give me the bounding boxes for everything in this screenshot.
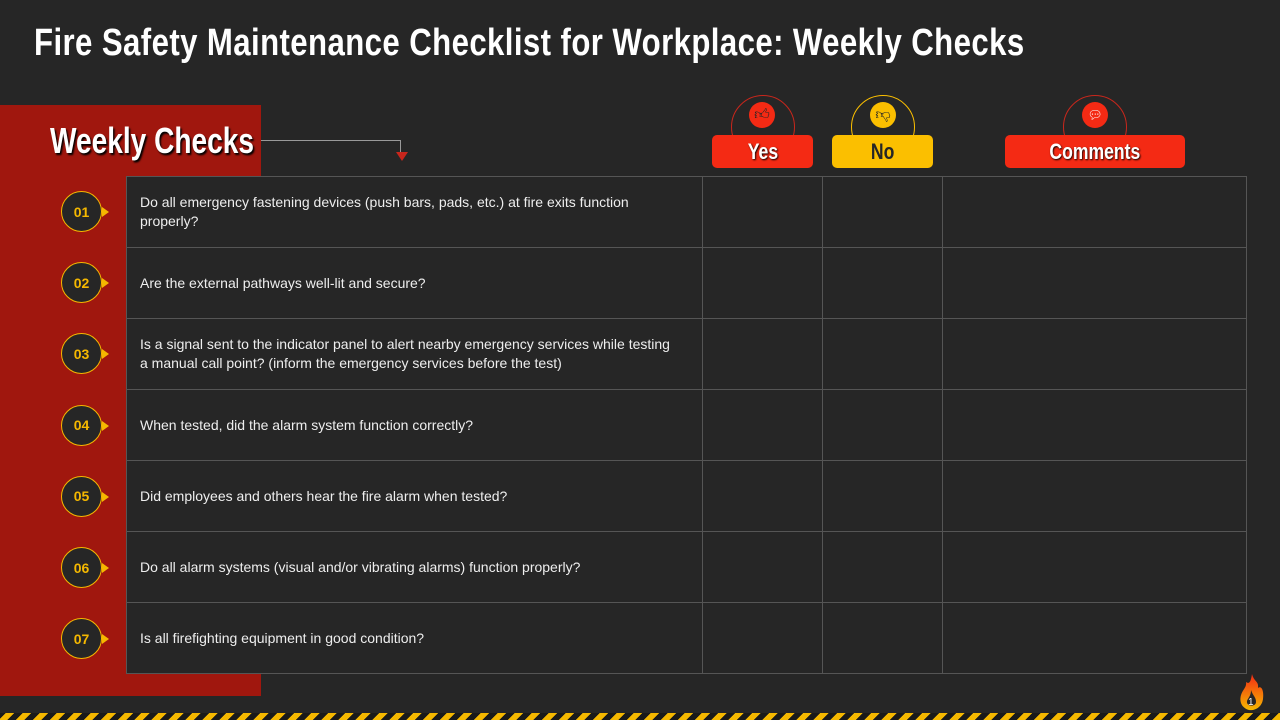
checklist-row: Do all alarm systems (visual and/or vibr… (126, 531, 1247, 603)
comments-cell[interactable] (942, 176, 1247, 248)
item-number-badge: 05 (61, 475, 109, 517)
no-cell[interactable] (822, 247, 943, 319)
no-cell[interactable] (822, 460, 943, 532)
page-title: Fire Safety Maintenance Checklist for Wo… (34, 22, 1025, 64)
question-cell: Is a signal sent to the indicator panel … (126, 318, 703, 390)
comments-cell[interactable] (942, 531, 1247, 603)
item-number-badge: 07 (61, 618, 109, 660)
comments-cell[interactable] (942, 318, 1247, 390)
no-cell[interactable] (822, 389, 943, 461)
comments-cell[interactable] (942, 389, 1247, 461)
question-cell: Do all alarm systems (visual and/or vibr… (126, 531, 703, 603)
comments-label: Comments (1049, 138, 1141, 164)
comments-cell[interactable] (942, 460, 1247, 532)
checklist-table: Do all emergency fastening devices (push… (126, 176, 1247, 674)
no-cell[interactable] (822, 318, 943, 390)
item-number-badge: 01 (61, 191, 109, 232)
no-cell[interactable] (822, 531, 943, 603)
yes-cell[interactable] (702, 389, 823, 461)
question-cell: Do all emergency fastening devices (push… (126, 176, 703, 248)
arrow-down-icon (396, 152, 408, 161)
checklist-row: Is a signal sent to the indicator panel … (126, 318, 1247, 390)
checklist-row: When tested, did the alarm system functi… (126, 389, 1247, 461)
item-number-badge: 03 (61, 333, 109, 375)
yes-cell[interactable] (702, 460, 823, 532)
checklist-row: Do all emergency fastening devices (push… (126, 176, 1247, 248)
section-label: Weekly Checks (50, 120, 254, 161)
yes-cell[interactable] (702, 176, 823, 248)
comments-cell[interactable] (942, 602, 1247, 674)
item-number-badge: 02 (61, 262, 109, 304)
page-number: 1 (1248, 697, 1254, 708)
question-text: Is a signal sent to the indicator panel … (140, 336, 670, 371)
checklist-row: Did employees and others hear the fire a… (126, 460, 1247, 532)
question-cell: Are the external pathways well-lit and s… (126, 247, 703, 319)
yes-cell[interactable] (702, 531, 823, 603)
question-text: Do all emergency fastening devices (push… (140, 194, 629, 229)
checklist-row: Are the external pathways well-lit and s… (126, 247, 1247, 319)
yes-cell[interactable] (702, 247, 823, 319)
yes-label: Yes (747, 138, 778, 164)
question-cell: Is all firefighting equipment in good co… (126, 602, 703, 674)
question-text: Do all alarm systems (visual and/or vibr… (140, 558, 581, 575)
checklist-row: Is all firefighting equipment in good co… (126, 602, 1247, 674)
no-cell[interactable] (822, 602, 943, 674)
yes-column-header: Yes (712, 135, 813, 168)
question-text: Did employees and others hear the fire a… (140, 487, 508, 504)
flame-icon (1240, 674, 1264, 711)
item-number-badge: 04 (61, 404, 109, 446)
question-cell: When tested, did the alarm system functi… (126, 389, 703, 461)
comments-column-header: Comments (1005, 135, 1185, 168)
question-text: Are the external pathways well-lit and s… (140, 274, 426, 291)
no-cell[interactable] (822, 176, 943, 248)
comments-cell[interactable] (942, 247, 1247, 319)
no-label: No (870, 138, 895, 164)
hazard-stripe (0, 713, 1280, 720)
no-column-header: No (832, 135, 933, 168)
thumbs-down-icon: 👎︎ (870, 102, 896, 128)
chat-bubble-icon: 💬︎ (1082, 102, 1108, 128)
item-number-badge: 06 (61, 547, 109, 588)
connector-line (261, 140, 401, 152)
question-cell: Did employees and others hear the fire a… (126, 460, 703, 532)
question-text: When tested, did the alarm system functi… (140, 416, 474, 433)
thumbs-up-icon: 👍︎ (749, 102, 775, 128)
question-text: Is all firefighting equipment in good co… (140, 629, 425, 646)
yes-cell[interactable] (702, 602, 823, 674)
yes-cell[interactable] (702, 318, 823, 390)
